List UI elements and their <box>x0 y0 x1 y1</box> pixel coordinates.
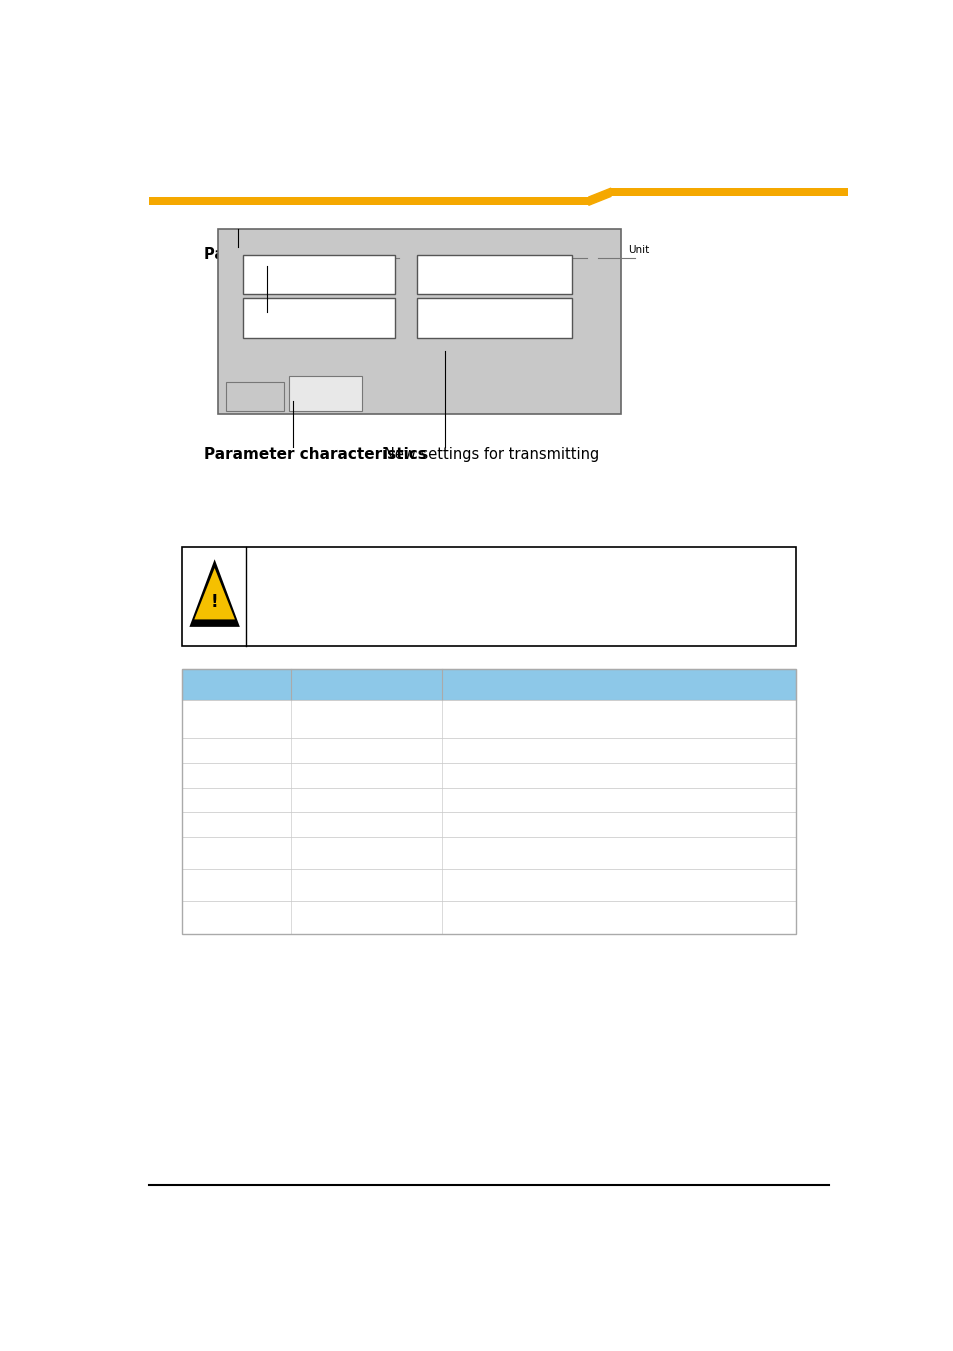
Text: 2: 2 <box>380 269 387 280</box>
FancyBboxPatch shape <box>416 299 572 338</box>
FancyBboxPatch shape <box>182 901 795 934</box>
FancyBboxPatch shape <box>243 299 395 338</box>
Text: Properties: Properties <box>300 389 350 399</box>
FancyBboxPatch shape <box>182 700 795 738</box>
FancyBboxPatch shape <box>217 228 619 413</box>
Text: s: s <box>582 269 588 280</box>
Text: Parameter characteristics: Parameter characteristics <box>204 447 427 462</box>
FancyBboxPatch shape <box>243 255 395 295</box>
FancyBboxPatch shape <box>182 788 795 812</box>
FancyBboxPatch shape <box>182 669 795 700</box>
Text: P2:: P2: <box>227 316 244 327</box>
FancyBboxPatch shape <box>288 377 362 411</box>
FancyBboxPatch shape <box>182 838 795 869</box>
Polygon shape <box>588 188 610 205</box>
Text: New Value: New Value <box>454 246 508 255</box>
Text: New settings for transmitting: New settings for transmitting <box>383 447 598 462</box>
FancyBboxPatch shape <box>182 763 795 788</box>
Text: 2: 2 <box>558 313 564 323</box>
FancyBboxPatch shape <box>182 547 795 646</box>
Text: Unit: Unit <box>627 246 648 255</box>
FancyBboxPatch shape <box>610 188 846 196</box>
Text: 2: 2 <box>558 269 564 280</box>
Text: Parameter set: Parameter set <box>204 247 322 262</box>
Text: Actual Value: Actual Value <box>247 246 312 255</box>
FancyBboxPatch shape <box>416 255 572 295</box>
FancyBboxPatch shape <box>182 869 795 901</box>
FancyBboxPatch shape <box>182 738 795 763</box>
Polygon shape <box>190 559 239 627</box>
Text: Actual value: Actual value <box>229 266 344 284</box>
Polygon shape <box>194 567 234 619</box>
FancyBboxPatch shape <box>182 812 795 838</box>
Text: Settings: Settings <box>235 392 275 401</box>
Text: s: s <box>582 313 588 323</box>
FancyBboxPatch shape <box>226 381 284 411</box>
Text: 2: 2 <box>380 313 387 323</box>
FancyBboxPatch shape <box>149 197 588 205</box>
Text: !: ! <box>211 593 218 611</box>
Text: P1:: P1: <box>227 273 244 282</box>
